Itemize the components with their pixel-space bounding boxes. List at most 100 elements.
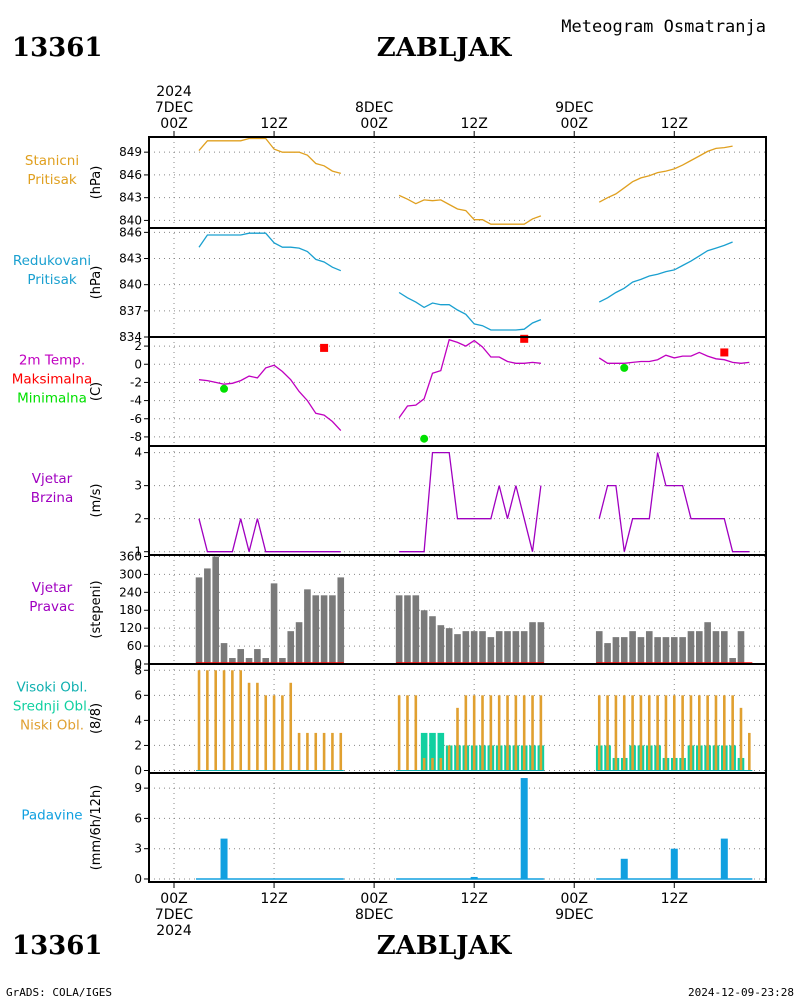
panel-frame [148,136,767,229]
wind-direction-bar [395,595,403,664]
wind-direction-bar [529,622,536,664]
tmin-marker [420,434,429,443]
panel-wind-speed: 4 3 2 1 Vjetar Brzina (m/s) [31,445,767,559]
wind-direction-bar [479,631,486,664]
wind-direction-bar [237,649,245,664]
bottom-time-label: 00Z [160,891,187,907]
wind-direction-bar [287,631,295,664]
precip-bar [720,838,728,879]
footer-timestamp: 2024-12-09-23:28 [688,986,794,999]
series-line [198,518,341,553]
cloud-low-bar [281,695,284,771]
y-tick-label: 4 [134,446,142,460]
panel-frame [148,445,767,556]
cloud-low-bar [514,695,518,771]
wind-direction-bar [304,589,311,664]
cloud-low-bar [239,670,243,771]
wind-direction-bar [262,658,270,664]
y-tick-label: 3 [134,842,142,856]
wind-direction-bar [504,631,511,664]
top-time-label: 12Z [260,116,287,132]
cloud-low-bar [472,695,476,771]
top-time-label: 8DEC [355,100,394,116]
cloud-low-bar [522,695,526,771]
wind-direction-bar [454,634,461,664]
cloud-low-bar [464,695,468,771]
cloud-low-bar [622,695,626,771]
bottom-time-label: 7DEC [155,907,194,923]
y-tick-label: 849 [119,145,142,159]
wind-direction-bar [495,631,503,664]
wind-direction-bar [629,631,636,664]
panel-label: Vjetar [32,580,73,596]
panel-reduced-pressure: 846 843 840 837 834 Redukovani Pritisak (hPa) [13,225,767,344]
wind-direction-bar [687,631,695,664]
y-tick-label: -6 [130,412,142,426]
y-tick-label: 843 [119,252,142,266]
cloud-low-bar [272,695,276,771]
wind-direction-bar [204,568,211,664]
panel-temperature: 2 0 -2 -4 -6 -8 2m Temp. Maksimalna Minimalna (C) [12,334,767,447]
wind-direction-bar [337,577,345,664]
series-line [398,338,541,419]
wind-direction-bar [229,658,236,664]
cloud-low-bar [672,695,676,771]
cloud-low-bar [414,695,418,771]
panel-label: Pritisak [27,272,77,288]
wind-direction-bar [721,631,728,664]
y-tick-label: 2 [134,512,142,526]
panel-label: Srednji Obl. [13,699,91,715]
top-time-label: 2024 [156,84,192,100]
wind-direction-bar [312,595,320,664]
bottom-time-label: 00Z [360,891,387,907]
cloud-low-bar [231,670,234,771]
unit-label: (m/s) [89,484,104,518]
series-line [598,241,733,303]
product-title: Meteogram Osmatranja [561,17,766,37]
wind-direction-bar [445,628,453,664]
cloud-low-bar [631,695,634,771]
wind-direction-bar [604,643,611,664]
wind-direction-bar [512,631,520,664]
y-tick-label: 846 [119,168,142,182]
cloud-low-bar [339,732,343,771]
y-tick-label: 834 [119,330,142,344]
cloud-low-bar [214,670,218,771]
panel-label: Padavine [21,808,82,824]
y-tick-label: 9 [134,781,142,795]
y-tick-label: 360 [119,549,142,563]
wind-direction-bar [212,556,220,664]
panel-label: Pritisak [27,172,77,188]
y-tick-label: 60 [127,639,142,653]
precip-bar [470,876,478,879]
wind-direction-bar [279,658,286,664]
series-line [598,452,750,553]
wind-direction-bar [712,631,720,664]
panel-frame [148,772,767,883]
cloud-low-bar [748,732,751,771]
y-tick-label: 843 [119,191,142,205]
station-id-bottom: 13361 [12,931,102,961]
wind-direction-bar [195,577,203,664]
cloud-low-bar [397,695,401,771]
series-line [399,451,542,553]
y-tick-label: 840 [119,278,142,292]
y-tick-label: 2 [134,339,142,353]
top-time-label: 00Z [160,116,187,132]
wind-direction-bar [295,622,303,664]
y-tick-label: 837 [119,304,142,318]
cloud-low-bar [406,695,409,771]
precip-bar [620,858,628,879]
wind-direction-bar [670,637,678,664]
series-line [198,232,342,272]
cloud-low-bar [489,695,493,771]
bottom-time-label: 00Z [561,891,588,907]
panel-label: Stanicni [25,153,79,169]
cloud-mid-bar [429,732,436,771]
y-tick-label: 300 [119,567,142,581]
cloud-low-bar [456,707,459,771]
panel-frame [148,336,767,447]
cloud-mid-bar [420,732,428,771]
